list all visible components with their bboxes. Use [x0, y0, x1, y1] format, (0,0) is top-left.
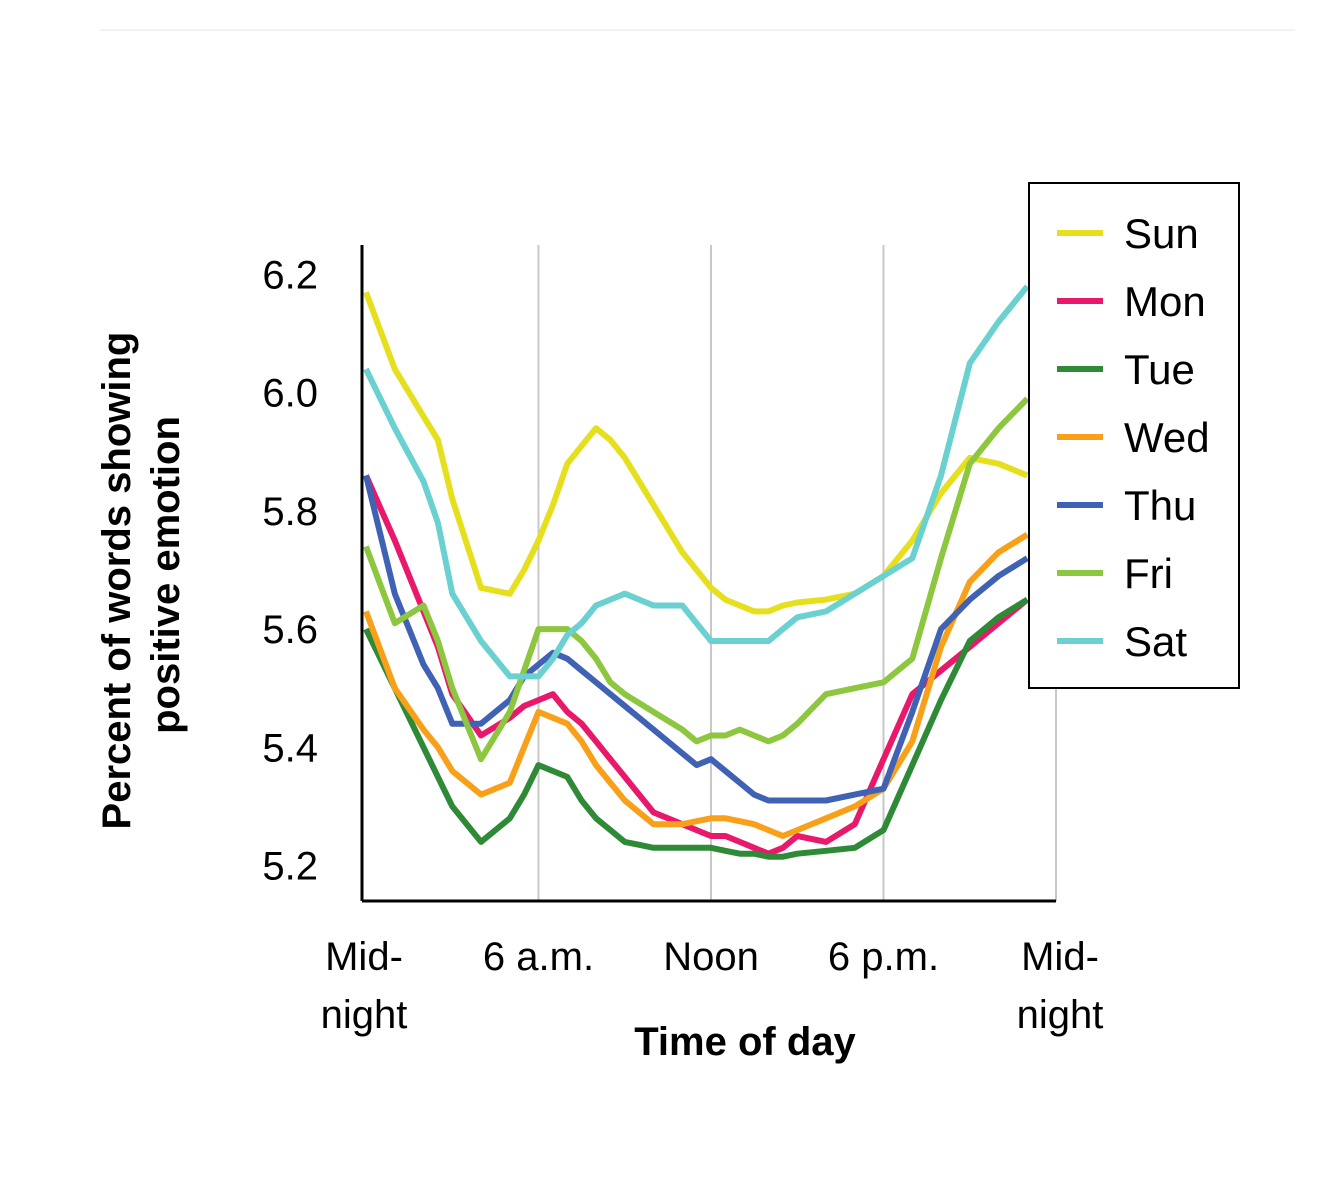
x-tick-label: 6 p.m. [828, 935, 939, 979]
y-axis-title-line-2: positive emotion [144, 416, 188, 734]
y-tick-label: 5.4 [262, 726, 318, 770]
legend-label-thu: Thu [1124, 482, 1196, 529]
legend-label-wed: Wed [1124, 414, 1210, 461]
y-tick-label: 6.0 [262, 372, 318, 416]
x-tick-label-line: Mid- [1021, 935, 1099, 979]
x-tick-label: Mid-night [1017, 935, 1104, 1037]
x-axis-title: Time of day [634, 1020, 856, 1064]
y-tick-labels: 5.2 5.4 5.6 5.8 6.0 6.2 [262, 254, 318, 889]
series-line-tue [363, 597, 1028, 860]
x-tick-labels: Mid-night 6 a.m. Noon 6 p.m. Mid-night [321, 935, 1104, 1037]
series-lines [363, 284, 1028, 860]
legend-label-tue: Tue [1124, 346, 1195, 393]
legend-label-mon: Mon [1124, 278, 1206, 325]
x-tick-label-line: 6 a.m. [483, 935, 594, 979]
x-tick-label: Noon [663, 935, 759, 979]
legend-label-fri: Fri [1124, 550, 1173, 597]
legend-items: Sun Mon Tue Wed Thu Fri Sat [1057, 210, 1210, 665]
y-tick-label: 6.2 [262, 254, 318, 298]
y-axis-title-line-1: Percent of words showing [95, 332, 139, 830]
y-tick-label: 5.8 [262, 490, 318, 534]
x-tick-label-line: 6 p.m. [828, 935, 939, 979]
legend: Sun Mon Tue Wed Thu Fri Sat [1028, 182, 1240, 689]
y-axis-title: Percent of words showing positive emotio… [95, 321, 188, 830]
legend-label-sun: Sun [1124, 210, 1199, 257]
series-line-thu [363, 474, 1028, 804]
x-tick-label: Mid-night [321, 935, 408, 1037]
series-line-wed [363, 532, 1028, 839]
x-tick-label-line: Mid- [325, 935, 403, 979]
x-tick-label-line: Noon [663, 935, 759, 979]
series-line-sat [363, 284, 1028, 680]
x-tick-label-line: night [321, 993, 408, 1037]
x-tick-label-line: night [1017, 993, 1104, 1037]
y-tick-label: 5.6 [262, 608, 318, 652]
series-line-sun [363, 291, 1028, 615]
series-line-fri [363, 396, 1028, 763]
x-tick-label: 6 a.m. [483, 935, 594, 979]
axes [360, 245, 1056, 903]
legend-label-sat: Sat [1124, 618, 1187, 665]
y-tick-label: 5.2 [262, 845, 318, 889]
